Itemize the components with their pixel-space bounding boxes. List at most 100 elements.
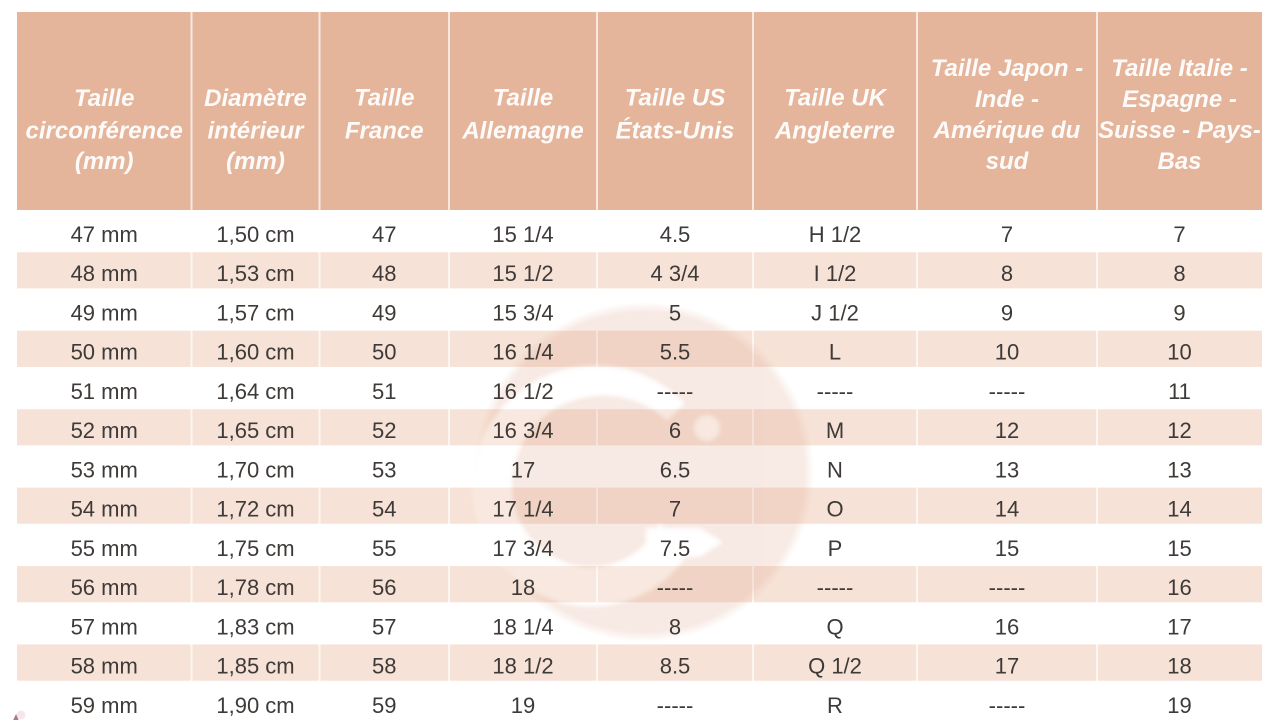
svg-text:51: 51 [372,379,396,404]
svg-text:Taille US: Taille US [625,85,725,112]
svg-text:5: 5 [669,301,681,326]
svg-text:Angleterre: Angleterre [774,118,895,145]
svg-text:(mm): (mm) [75,148,134,175]
svg-text:(mm): (mm) [226,148,285,175]
svg-text:Suisse - Pays-: Suisse - Pays- [1098,117,1261,144]
svg-text:15: 15 [995,536,1019,561]
svg-text:États-Unis: États-Unis [616,117,735,145]
svg-text:52: 52 [372,418,396,443]
svg-text:9: 9 [1001,301,1013,326]
svg-text:53: 53 [372,457,396,482]
svg-text:8: 8 [669,614,681,639]
svg-text:L: L [829,340,841,365]
svg-text:12: 12 [1167,418,1191,443]
svg-text:16: 16 [995,614,1019,639]
svg-text:Diamètre: Diamètre [204,85,307,112]
svg-text:7.5: 7.5 [660,536,691,561]
svg-text:H 1/2: H 1/2 [809,222,862,247]
svg-text:Q 1/2: Q 1/2 [808,654,862,679]
svg-text:16 1/2: 16 1/2 [492,379,553,404]
svg-text:7: 7 [1173,222,1185,247]
svg-text:54 mm: 54 mm [71,497,138,522]
svg-text:1,78 cm: 1,78 cm [216,575,294,600]
svg-text:49 mm: 49 mm [71,301,138,326]
svg-text:Taille: Taille [354,85,414,112]
svg-text:18: 18 [511,575,535,600]
svg-text:13: 13 [995,457,1019,482]
svg-text:-----: ----- [657,379,694,404]
svg-text:11: 11 [1168,379,1191,404]
svg-text:17 3/4: 17 3/4 [492,536,553,561]
svg-text:55: 55 [372,536,396,561]
svg-text:18: 18 [1167,654,1191,679]
svg-text:7: 7 [669,497,681,522]
svg-text:France: France [345,118,424,145]
svg-text:58: 58 [372,654,396,679]
svg-text:10: 10 [995,340,1019,365]
svg-text:Allemagne: Allemagne [461,118,583,145]
svg-text:intérieur: intérieur [207,118,305,145]
svg-text:19: 19 [1167,693,1191,718]
svg-text:O: O [826,497,843,522]
svg-text:48 mm: 48 mm [71,261,138,286]
svg-text:58 mm: 58 mm [71,654,138,679]
svg-text:J 1/2: J 1/2 [811,301,859,326]
svg-text:-----: ----- [989,575,1026,600]
svg-text:12: 12 [995,418,1019,443]
svg-text:15 1/4: 15 1/4 [492,222,553,247]
svg-text:1,83 cm: 1,83 cm [216,614,294,639]
svg-text:15 3/4: 15 3/4 [492,301,553,326]
svg-text:17: 17 [995,654,1019,679]
svg-text:N: N [827,457,843,482]
svg-text:4.5: 4.5 [660,222,691,247]
svg-text:14: 14 [1167,497,1191,522]
svg-text:1,53 cm: 1,53 cm [216,261,294,286]
svg-text:57 mm: 57 mm [71,614,138,639]
svg-text:Amérique du: Amérique du [933,117,1081,144]
svg-text:8: 8 [1173,261,1185,286]
svg-text:16: 16 [1167,575,1191,600]
svg-text:18 1/4: 18 1/4 [492,614,553,639]
svg-text:Taille: Taille [74,85,134,112]
svg-text:56: 56 [372,575,396,600]
svg-text:19: 19 [511,693,535,718]
svg-text:53 mm: 53 mm [71,457,138,482]
svg-text:15 1/2: 15 1/2 [492,261,553,286]
svg-text:47: 47 [372,222,396,247]
svg-text:8.5: 8.5 [660,654,691,679]
svg-text:1,85 cm: 1,85 cm [216,654,294,679]
svg-text:1,70 cm: 1,70 cm [216,457,294,482]
svg-text:47 mm: 47 mm [71,222,138,247]
svg-text:14: 14 [995,497,1019,522]
svg-text:54: 54 [372,497,396,522]
svg-text:-----: ----- [989,379,1026,404]
svg-text:7: 7 [1001,222,1013,247]
svg-text:48: 48 [372,261,396,286]
svg-text:6: 6 [669,418,681,443]
svg-text:-----: ----- [657,693,694,718]
svg-text:15: 15 [1167,536,1191,561]
svg-text:6.5: 6.5 [660,457,691,482]
svg-text:56 mm: 56 mm [71,575,138,600]
svg-text:1,65 cm: 1,65 cm [216,418,294,443]
svg-text:Taille: Taille [493,85,553,112]
svg-text:59 mm: 59 mm [71,693,138,718]
svg-text:13: 13 [1167,457,1191,482]
svg-text:Taille Japon -: Taille Japon - [931,55,1083,82]
svg-text:Espagne -: Espagne - [1122,86,1237,113]
svg-text:50 mm: 50 mm [71,340,138,365]
svg-text:17: 17 [1167,614,1191,639]
svg-text:1,75 cm: 1,75 cm [216,536,294,561]
svg-text:-----: ----- [817,575,854,600]
svg-text:P: P [828,536,843,561]
svg-text:1,64 cm: 1,64 cm [216,379,294,404]
svg-text:9: 9 [1173,301,1185,326]
svg-text:Inde -: Inde - [975,86,1039,113]
svg-text:sud: sud [986,148,1030,175]
svg-text:5.5: 5.5 [660,340,691,365]
svg-text:49: 49 [372,301,396,326]
svg-text:Q: Q [826,614,843,639]
svg-text:-----: ----- [989,693,1026,718]
svg-text:17 1/4: 17 1/4 [492,497,553,522]
svg-text:16 3/4: 16 3/4 [492,418,553,443]
